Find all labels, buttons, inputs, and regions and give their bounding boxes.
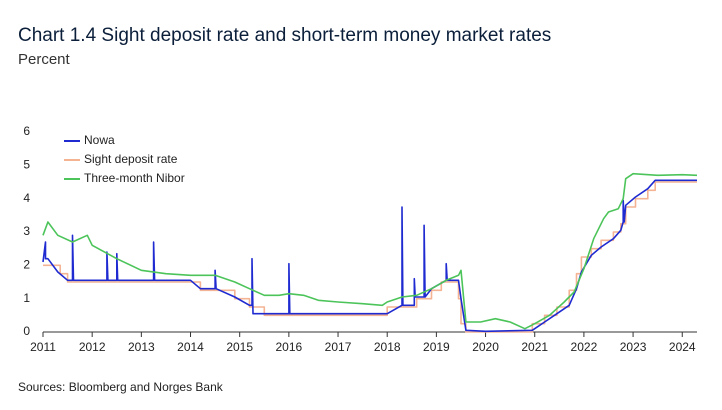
x-tick-label: 2020: [472, 340, 499, 354]
x-tick-label: 2017: [325, 340, 352, 354]
x-tick-label: 2024: [669, 340, 696, 354]
x-tick-label: 2021: [521, 340, 548, 354]
x-tick-label: 2016: [276, 340, 303, 354]
x-tick-label: 2014: [177, 340, 204, 354]
y-tick-label: 2: [23, 258, 30, 272]
x-tick-label: 2018: [374, 340, 401, 354]
series-line: [43, 181, 697, 333]
y-tick-label: 5: [23, 158, 30, 172]
y-tick-label: 0: [23, 324, 30, 338]
legend-label: Three-month Nibor: [84, 171, 185, 185]
series-line: [42, 179, 697, 333]
x-tick-label: 2019: [423, 340, 450, 354]
chart-title: Chart 1.4 Sight deposit rate and short-t…: [18, 25, 551, 46]
x-tick-label: 2011: [30, 340, 56, 354]
y-tick-label: 4: [23, 191, 30, 205]
y-tick-label: 6: [23, 124, 30, 138]
chart-subtitle: Percent: [18, 51, 71, 68]
y-tick-label: 3: [23, 224, 30, 238]
x-tick-label: 2012: [79, 340, 106, 354]
x-tick-label: 2023: [620, 340, 647, 354]
x-tick-label: 2015: [226, 340, 253, 354]
legend-label: Sight deposit rate: [84, 152, 178, 166]
y-tick-label: 1: [23, 291, 30, 305]
series-line: [42, 172, 698, 330]
x-tick-label: 2013: [128, 340, 155, 354]
x-tick-label: 2022: [571, 340, 598, 354]
legend-label: Nowa: [84, 133, 115, 147]
source-note: Sources: Bloomberg and Norges Bank: [18, 380, 224, 394]
